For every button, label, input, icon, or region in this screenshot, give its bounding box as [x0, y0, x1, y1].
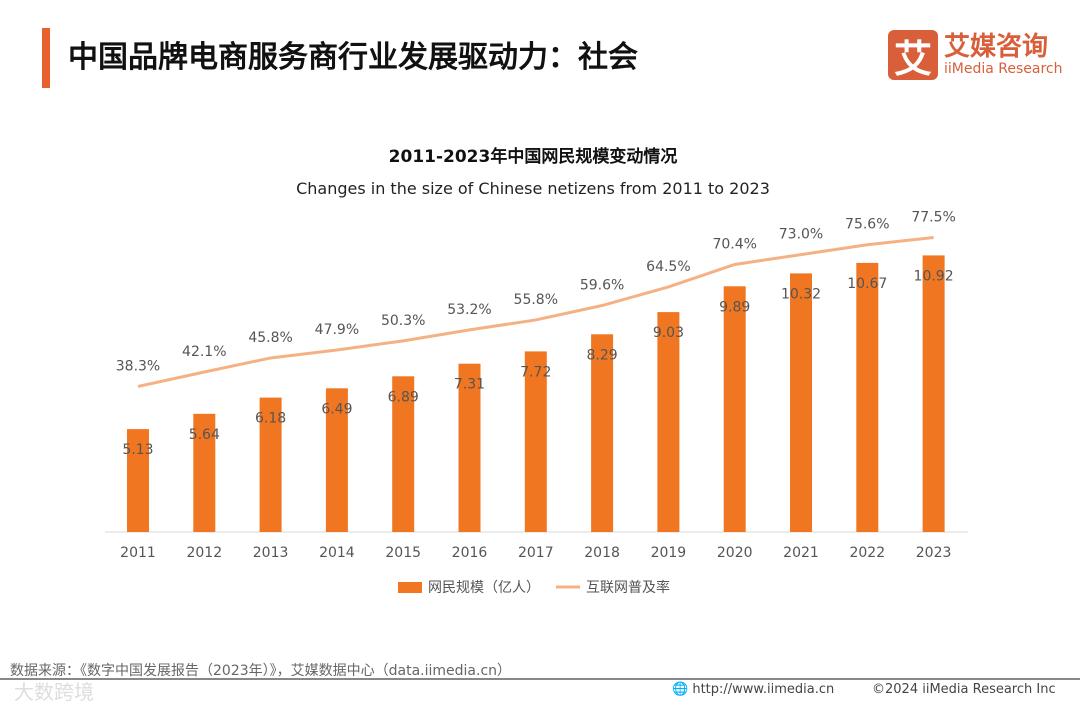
watermark: 大数跨境: [14, 676, 94, 705]
x-tick-label: 2017: [518, 545, 554, 561]
chart: 2011-2023年中国网民规模变动情况 Changes in the size…: [0, 0, 1080, 640]
bar: [923, 255, 945, 532]
bar: [724, 286, 746, 532]
bar-value-label: 5.64: [189, 427, 220, 443]
chart-subtitle: Changes in the size of Chinese netizens …: [296, 179, 770, 198]
x-tick-label: 2019: [651, 545, 687, 561]
x-tick-label: 2021: [783, 545, 819, 561]
bar: [790, 273, 812, 532]
line-value-label: 77.5%: [911, 210, 955, 226]
line-value-label: 75.6%: [845, 217, 889, 233]
bar-value-label: 10.67: [847, 276, 887, 292]
bar-value-label: 10.92: [914, 268, 954, 284]
legend-line-label: 互联网普及率: [586, 579, 670, 596]
bar-value-label: 6.89: [388, 389, 419, 405]
bar-value-label: 9.89: [719, 299, 750, 315]
legend-bar-swatch: [398, 582, 422, 593]
bar-value-label: 5.13: [122, 442, 153, 458]
x-tick-label: 2013: [253, 545, 289, 561]
x-tick-label: 2014: [319, 545, 355, 561]
x-tick-label: 2011: [120, 545, 156, 561]
bar-value-label: 9.03: [653, 325, 684, 341]
line-value-label: 45.8%: [248, 330, 292, 346]
x-tick-label: 2015: [385, 545, 421, 561]
bar-value-label: 8.29: [587, 347, 618, 363]
x-tick-label: 2018: [584, 545, 620, 561]
bar-value-label: 10.32: [781, 286, 821, 302]
bar: [657, 312, 679, 532]
line-value-label: 38.3%: [116, 358, 160, 374]
globe-icon: 🌐: [672, 682, 688, 697]
line-value-label: 53.2%: [447, 302, 491, 318]
bar: [591, 334, 613, 532]
x-tick-label: 2016: [452, 545, 488, 561]
footer-url-text: http://www.iimedia.cn: [692, 682, 834, 697]
x-tick-label: 2022: [849, 545, 885, 561]
bar-value-label: 6.49: [321, 401, 352, 417]
footer-copyright: ©2024 iiMedia Research Inc: [872, 682, 1056, 697]
line-value-label: 55.8%: [514, 292, 558, 308]
x-tick-label: 2020: [717, 545, 753, 561]
line-value-label: 42.1%: [182, 344, 226, 360]
x-tick-label: 2012: [186, 545, 222, 561]
footer-url[interactable]: 🌐 http://www.iimedia.cn: [672, 682, 834, 697]
footer-rule: [0, 678, 1080, 680]
bar-value-label: 7.72: [520, 364, 551, 380]
line-value-label: 47.9%: [315, 322, 359, 338]
chart-title: 2011-2023年中国网民规模变动情况: [389, 146, 678, 167]
line-value-label: 50.3%: [381, 313, 425, 329]
line-value-label: 73.0%: [779, 227, 823, 243]
legend-bar-label: 网民规模（亿人）: [428, 580, 540, 596]
line-value-label: 70.4%: [712, 236, 756, 252]
line-value-label: 59.6%: [580, 278, 624, 294]
bar-value-label: 6.18: [255, 411, 286, 427]
bar: [856, 263, 878, 532]
x-tick-label: 2023: [916, 545, 952, 561]
bar-value-label: 7.31: [454, 377, 485, 393]
line-value-label: 64.5%: [646, 259, 690, 275]
